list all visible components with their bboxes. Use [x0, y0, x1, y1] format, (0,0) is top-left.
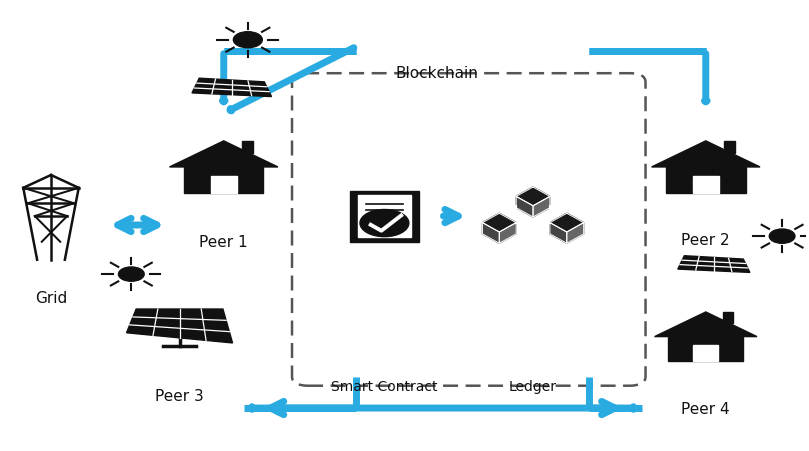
Text: Peer 1: Peer 1 [199, 235, 248, 249]
Polygon shape [126, 309, 232, 343]
Bar [724, 142, 735, 153]
Text: Peer 3: Peer 3 [155, 388, 204, 403]
Text: Smart Contract: Smart Contract [331, 379, 438, 393]
Polygon shape [516, 197, 533, 217]
Circle shape [769, 230, 795, 244]
Bar [210, 177, 237, 193]
Circle shape [233, 32, 262, 49]
Bar [242, 142, 252, 153]
Polygon shape [567, 223, 583, 244]
Bar [358, 196, 411, 238]
Polygon shape [533, 197, 550, 217]
Polygon shape [550, 214, 583, 233]
Bar [349, 191, 419, 242]
Text: Peer 2: Peer 2 [681, 232, 730, 247]
Polygon shape [482, 214, 516, 233]
Polygon shape [482, 223, 499, 244]
Polygon shape [550, 223, 567, 244]
Polygon shape [651, 142, 760, 168]
Polygon shape [678, 256, 750, 273]
Bar [668, 337, 743, 361]
Polygon shape [170, 142, 278, 168]
Bar [693, 177, 719, 193]
Polygon shape [516, 188, 550, 206]
Text: Grid: Grid [35, 290, 67, 305]
Circle shape [118, 267, 144, 281]
Bar [184, 168, 264, 193]
Bar [723, 312, 733, 324]
Polygon shape [192, 79, 272, 97]
Text: Ledger: Ledger [509, 379, 557, 393]
Circle shape [360, 210, 409, 237]
Bar [693, 345, 718, 361]
Polygon shape [499, 223, 516, 244]
Polygon shape [654, 312, 757, 337]
Text: Peer 4: Peer 4 [681, 401, 730, 416]
Bar [666, 168, 746, 193]
Text: Blockchain: Blockchain [396, 66, 478, 81]
